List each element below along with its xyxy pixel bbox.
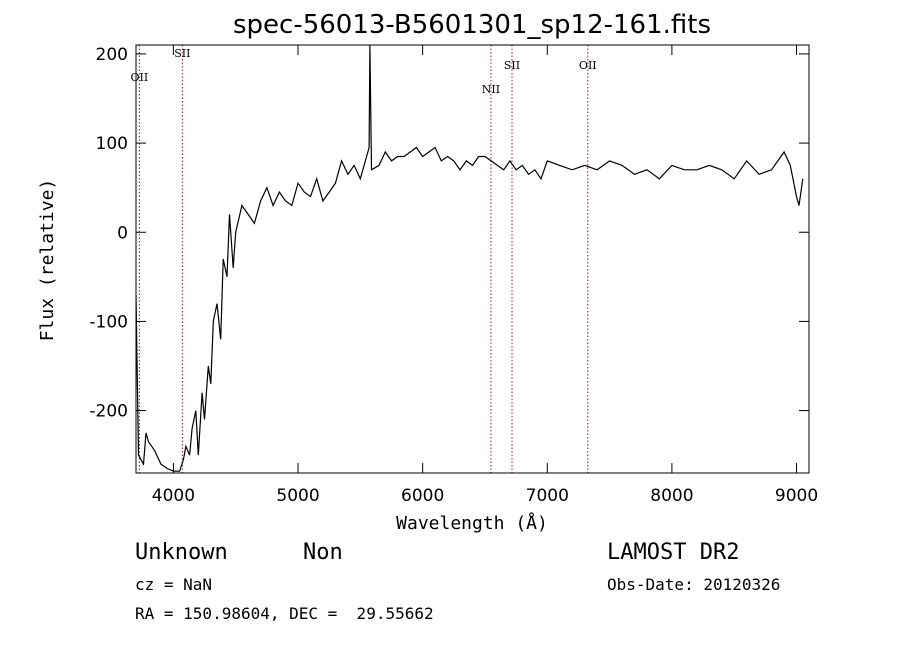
redshift-cz: cz = NaN (135, 575, 212, 594)
x-tick-label: 6000 (401, 486, 444, 506)
survey-name: LAMOST DR2 (607, 540, 739, 565)
spectral-line-label: SII (174, 47, 190, 60)
spectral-line-label: OII (131, 71, 149, 84)
x-tick-label: 4000 (152, 486, 195, 506)
y-tick-label: -200 (89, 402, 128, 422)
y-tick-label: -100 (89, 312, 128, 332)
y-axis-label: Flux (relative) (37, 179, 58, 342)
observation-date: Obs-Date: 20120326 (607, 575, 780, 594)
spectral-line-label: SII (504, 59, 520, 72)
x-axis-label: Wavelength (Å) (396, 512, 548, 534)
x-tick-label: 5000 (276, 486, 319, 506)
spectral-line-label: NII (482, 83, 500, 96)
y-tick-label: 200 (96, 45, 128, 65)
y-tick-label: 0 (117, 223, 128, 243)
object-subclass: Non (303, 540, 343, 565)
x-tick-label: 9000 (775, 486, 818, 506)
object-class: Unknown (135, 540, 228, 565)
plot-frame (135, 44, 810, 474)
spectrum-series-line (136, 45, 804, 472)
chart-title: spec-56013-B5601301_sp12-161.fits (233, 10, 711, 40)
x-tick-label: 7000 (526, 486, 569, 506)
y-tick-label: 100 (96, 134, 128, 154)
x-tick-label: 8000 (650, 486, 693, 506)
coordinates: RA = 150.98604, DEC = 29.55662 (135, 604, 434, 623)
spectral-line-label: OII (579, 59, 597, 72)
